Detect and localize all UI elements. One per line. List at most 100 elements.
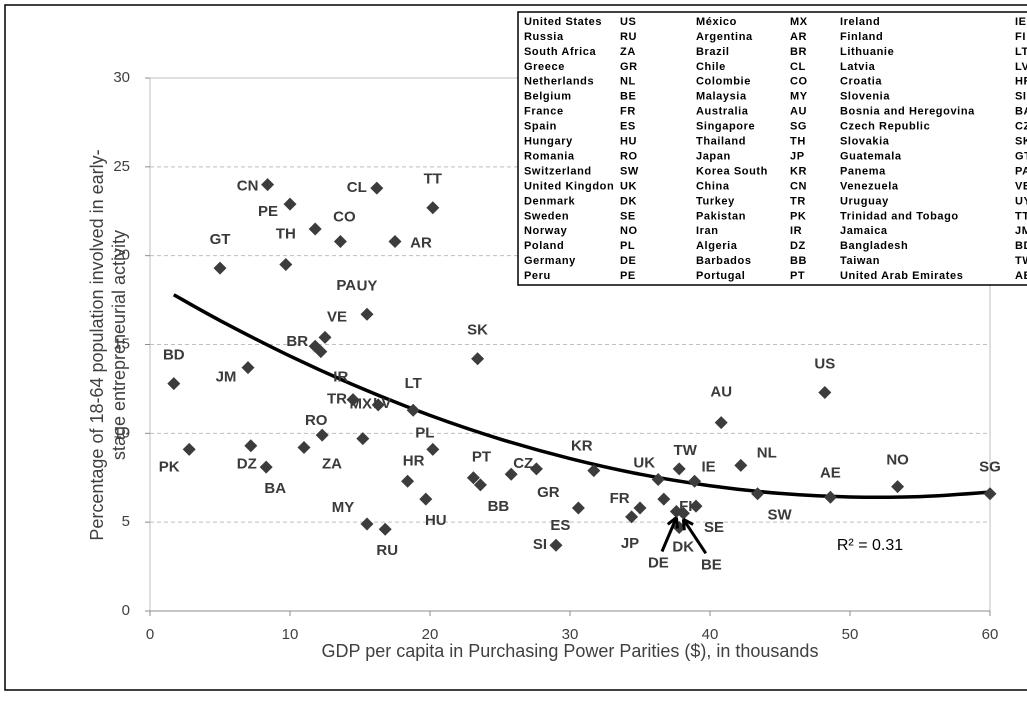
x-tick-label: 10 [282,626,299,643]
point [571,501,585,515]
point [333,234,347,248]
point-label: VE [327,308,347,325]
point [182,442,196,456]
point [688,474,702,488]
legend-cell: Romania [524,150,575,162]
point-label: CO [333,208,356,225]
point [360,307,374,321]
point [370,181,384,195]
point-label: SG [979,459,1001,476]
point [426,201,440,215]
point [318,330,332,344]
legend-cell: Iran [696,225,719,237]
point [388,234,402,248]
point-label: NO [886,452,909,469]
legend-table: United States US México MX Ireland IE Russia RU… [517,11,1027,286]
legend-cell: México [696,16,737,28]
legend-cell: United States [524,16,602,28]
x-tick-label: 20 [422,626,439,643]
legend-cell: US [620,16,636,28]
legend-cell: Pakistan [696,210,746,222]
legend-cell: Russia [524,31,564,43]
legend-cell: JP [790,150,805,162]
legend-cell: BR [790,46,807,58]
point [167,377,181,391]
legend-cell: AR [790,31,807,43]
legend-cell: Chile [696,61,726,73]
y-tick-label: 0 [122,602,130,619]
legend-cell: Sweden [524,210,569,222]
legend-cell: LT [1015,46,1027,58]
x-tick-label: 50 [842,626,859,643]
legend-cell: NL [620,76,636,88]
legend-cell: Panema [840,165,886,177]
legend-cell: Colombie [696,76,751,88]
point [891,480,905,494]
point [401,474,415,488]
point [751,487,765,501]
legend-cell: Venezuela [840,180,899,192]
legend-cell: RU [620,31,637,43]
legend-cell: TW [1015,255,1027,267]
legend-cell: CL [790,61,806,73]
legend-cell: HU [620,136,637,148]
legend-cell: MY [790,91,808,103]
point [689,499,703,513]
y-tick-label: 5 [122,513,130,530]
legend-cell: Belgium [524,91,572,103]
point-label: DE [648,554,669,571]
legend-cell: TH [790,136,806,148]
legend-cell: PT [790,270,805,282]
legend-cell: Poland [524,240,564,252]
legend-cell: Norway [524,225,568,237]
legend-cell: Trinidad and Tobago [840,210,959,222]
point-label: ZA [322,456,342,473]
point-label: AU [710,384,732,401]
legend-cell: CN [790,180,807,192]
legend-cell: Guatemala [840,150,902,162]
point-label: BA [264,480,286,497]
point [714,416,728,430]
point [734,458,748,472]
point [419,492,433,506]
legend-cell: PK [790,210,806,222]
point [529,462,543,476]
point-label: DZ [237,456,257,473]
legend-cell: KR [790,165,807,177]
legend-cell: DZ [790,240,806,252]
point-label: PT [472,449,491,466]
point-label: BB [488,498,510,515]
point [676,506,690,520]
legend-cell: Bosnia and Heregovina [840,106,975,118]
point-label: PK [159,458,180,475]
point-label: MX [350,396,373,413]
y-tick-label: 20 [113,247,130,264]
annotation: R² = 0.31 [837,537,903,554]
legend-cell: AU [790,106,807,118]
point [471,352,485,366]
point-label: HR [403,452,425,469]
point-label: PL [415,424,434,441]
legend-cell: China [696,180,730,192]
point-label: CZ [513,455,533,472]
point [356,432,370,446]
point-label: IE [702,458,716,475]
point-label: CN [237,178,259,195]
legend-cell: Slovakia [840,136,890,148]
legend-cell: Ireland [840,16,880,28]
legend-cell: Peru [524,270,551,282]
legend-cell: Japan [696,150,731,162]
point-label: PE [258,203,278,220]
point [426,442,440,456]
legend-cell: TT [1015,210,1027,222]
point-label: RU [376,542,398,559]
legend-cell: Bangladesh [840,240,908,252]
legend-cell: CZ [1015,121,1027,133]
point-label: SI [533,536,547,553]
point-label: SE [704,519,724,536]
point-label: UY [357,277,378,294]
legend-cell: Algeria [696,240,738,252]
point [473,478,487,492]
point-label: TW [674,442,698,459]
legend-cell: SE [620,210,636,222]
